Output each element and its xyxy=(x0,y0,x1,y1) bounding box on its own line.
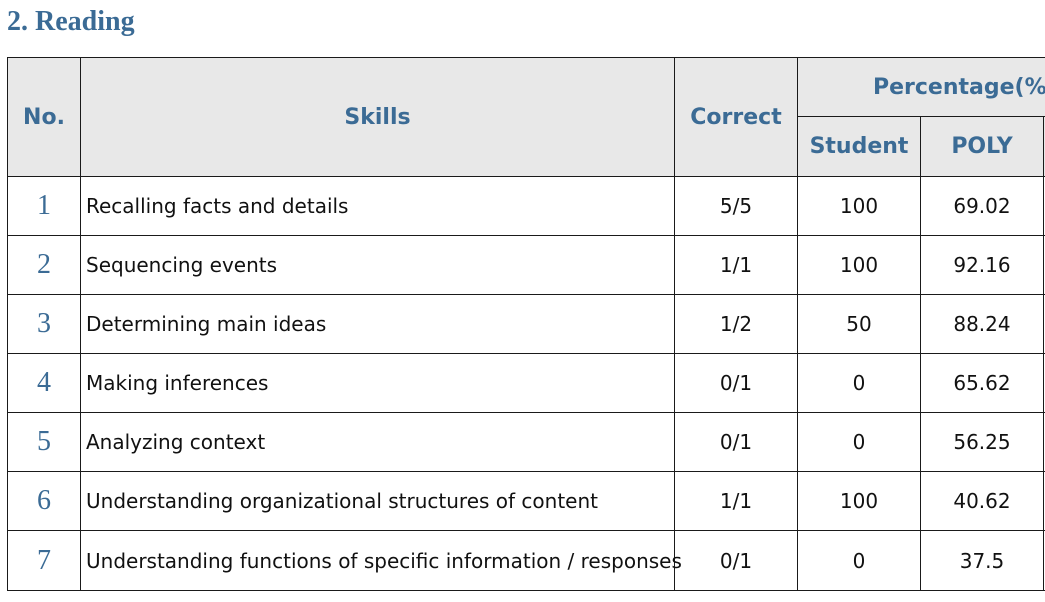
row-number: 7 xyxy=(7,530,81,591)
correct-count: 1/2 xyxy=(674,294,798,354)
poly-percentage: 88.24 xyxy=(920,294,1044,354)
row-number: 4 xyxy=(7,353,81,413)
student-percentage: 0 xyxy=(797,530,921,591)
correct-count: 0/1 xyxy=(674,530,798,591)
skill-name: Understanding functions of specific info… xyxy=(80,530,682,591)
header-correct: Correct xyxy=(674,57,798,177)
poly-percentage: 69.02 xyxy=(920,176,1044,236)
table-row: 5 Analyzing context 0/1 0 56.25 xyxy=(7,412,1045,472)
row-number: 3 xyxy=(7,294,81,354)
header-skills: Skills xyxy=(80,57,675,177)
correct-count: 0/1 xyxy=(674,412,798,472)
skill-name: Sequencing events xyxy=(80,235,675,295)
row-number: 2 xyxy=(7,235,81,295)
row-number: 5 xyxy=(7,412,81,472)
poly-percentage: 40.62 xyxy=(920,471,1044,531)
student-percentage: 100 xyxy=(797,235,921,295)
row-number: 1 xyxy=(7,176,81,236)
header-student: Student xyxy=(797,116,921,177)
poly-percentage: 37.5 xyxy=(920,530,1044,591)
correct-count: 0/1 xyxy=(674,353,798,413)
table-row: 7 Understanding functions of specific in… xyxy=(7,530,1045,591)
table-row: 1 Recalling facts and details 5/5 100 69… xyxy=(7,176,1045,236)
student-percentage: 100 xyxy=(797,471,921,531)
reading-results-table-container: No. Skills Correct Percentage(% Student … xyxy=(7,57,1045,598)
table-row: 4 Making inferences 0/1 0 65.62 xyxy=(7,353,1045,413)
extra-cell xyxy=(1043,530,1045,591)
student-percentage: 50 xyxy=(797,294,921,354)
reading-results-table: No. Skills Correct Percentage(% Student … xyxy=(7,57,1045,591)
skill-name: Recalling facts and details xyxy=(80,176,675,236)
poly-percentage: 92.16 xyxy=(920,235,1044,295)
poly-percentage: 65.62 xyxy=(920,353,1044,413)
student-percentage: 0 xyxy=(797,353,921,413)
correct-count: 1/1 xyxy=(674,235,798,295)
skill-name: Understanding organizational structures … xyxy=(80,471,675,531)
skill-name: Making inferences xyxy=(80,353,675,413)
table-row: 2 Sequencing events 1/1 100 92.16 xyxy=(7,235,1045,295)
row-number: 6 xyxy=(7,471,81,531)
poly-percentage: 56.25 xyxy=(920,412,1044,472)
skill-name: Analyzing context xyxy=(80,412,675,472)
table-row: 6 Understanding organizational structure… xyxy=(7,471,1045,531)
correct-count: 5/5 xyxy=(674,176,798,236)
student-percentage: 0 xyxy=(797,412,921,472)
table-row: 3 Determining main ideas 1/2 50 88.24 xyxy=(7,294,1045,354)
student-percentage: 100 xyxy=(797,176,921,236)
header-percentage: Percentage(% xyxy=(797,57,1045,117)
header-poly: POLY xyxy=(920,116,1044,177)
correct-count: 1/1 xyxy=(674,471,798,531)
header-no: No. xyxy=(7,57,81,177)
section-title: 2. Reading xyxy=(7,6,135,37)
skill-name: Determining main ideas xyxy=(80,294,675,354)
